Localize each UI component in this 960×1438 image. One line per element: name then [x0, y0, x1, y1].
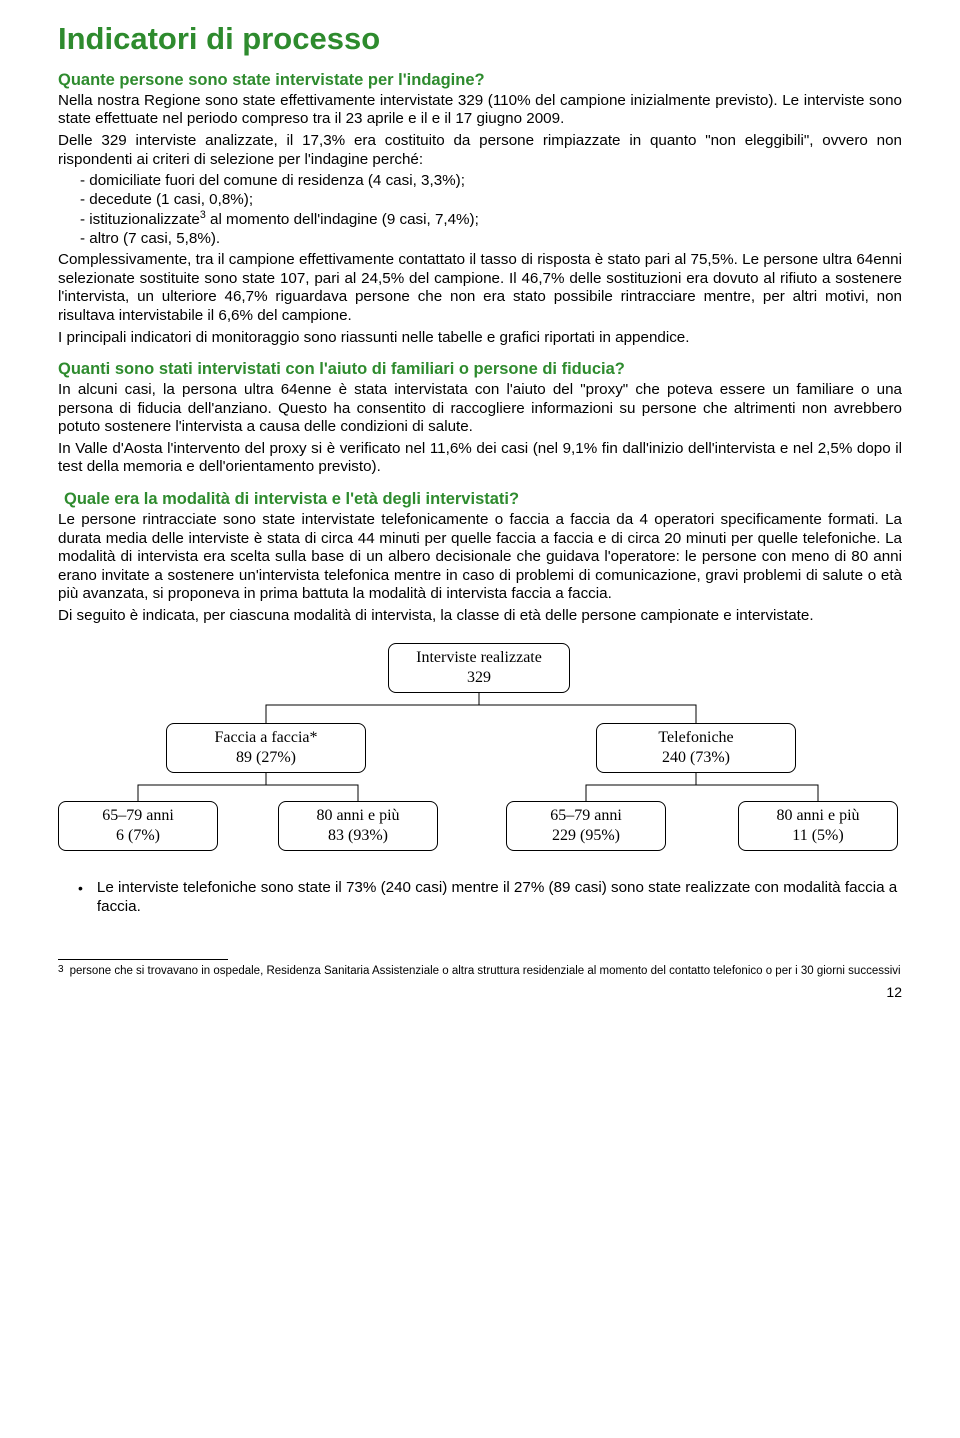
paragraph: In Valle d'Aosta l'intervento del proxy …	[58, 440, 902, 477]
flowchart-node: 80 anni e più11 (5%)	[738, 801, 898, 851]
section-heading-2: Quanti sono stati intervistati con l'aiu…	[58, 359, 902, 379]
flowchart-node: 80 anni e più83 (93%)	[278, 801, 438, 851]
paragraph: Le persone rintracciate sono state inter…	[58, 511, 902, 604]
paragraph: Di seguito è indicata, per ciascuna moda…	[58, 607, 902, 626]
section-heading-3: Quale era la modalità di intervista e l'…	[64, 489, 902, 509]
list-item: decedute (1 casi, 0,8%);	[98, 191, 902, 210]
bullet-note: • Le interviste telefoniche sono state i…	[78, 879, 902, 919]
flowchart-node: Telefoniche240 (73%)	[596, 723, 796, 773]
section-heading-1: Quante persone sono state intervistate p…	[58, 70, 902, 90]
paragraph: Nella nostra Regione sono state effettiv…	[58, 92, 902, 129]
paragraph: Complessivamente, tra il campione effett…	[58, 251, 902, 325]
footnote-number: 3	[58, 964, 64, 978]
bullet-text: Le interviste telefoniche sono state il …	[97, 879, 902, 916]
paragraph: I principali indicatori di monitoraggio …	[58, 329, 902, 348]
bullet-icon: •	[78, 879, 83, 919]
flowchart-node: Interviste realizzate329	[388, 643, 570, 693]
page-title: Indicatori di processo	[58, 20, 902, 58]
flowchart-node: Faccia a faccia*89 (27%)	[166, 723, 366, 773]
reasons-list: domiciliate fuori del comune di residenz…	[98, 172, 902, 248]
list-item: istituzionalizzate3 al momento dell'inda…	[98, 209, 902, 230]
paragraph: Delle 329 interviste analizzate, il 17,3…	[58, 132, 902, 169]
footnote-text: persone che si trovavano in ospedale, Re…	[70, 964, 902, 978]
footnote-separator	[58, 959, 228, 960]
paragraph: In alcuni casi, la persona ultra 64enne …	[58, 381, 902, 437]
flowchart-node: 65–79 anni229 (95%)	[506, 801, 666, 851]
flowchart: Interviste realizzate329 Faccia a faccia*…	[58, 643, 902, 843]
list-item-text: istituzionalizzate	[89, 211, 200, 228]
list-item-text: al momento dell'indagine (9 casi, 7,4%);	[206, 211, 479, 228]
list-item: altro (7 casi, 5,8%).	[98, 230, 902, 249]
flowchart-node: 65–79 anni6 (7%)	[58, 801, 218, 851]
page-number: 12	[58, 984, 902, 1001]
footnote: 3 persone che si trovavano in ospedale, …	[58, 964, 902, 978]
list-item: domiciliate fuori del comune di residenz…	[98, 172, 902, 191]
